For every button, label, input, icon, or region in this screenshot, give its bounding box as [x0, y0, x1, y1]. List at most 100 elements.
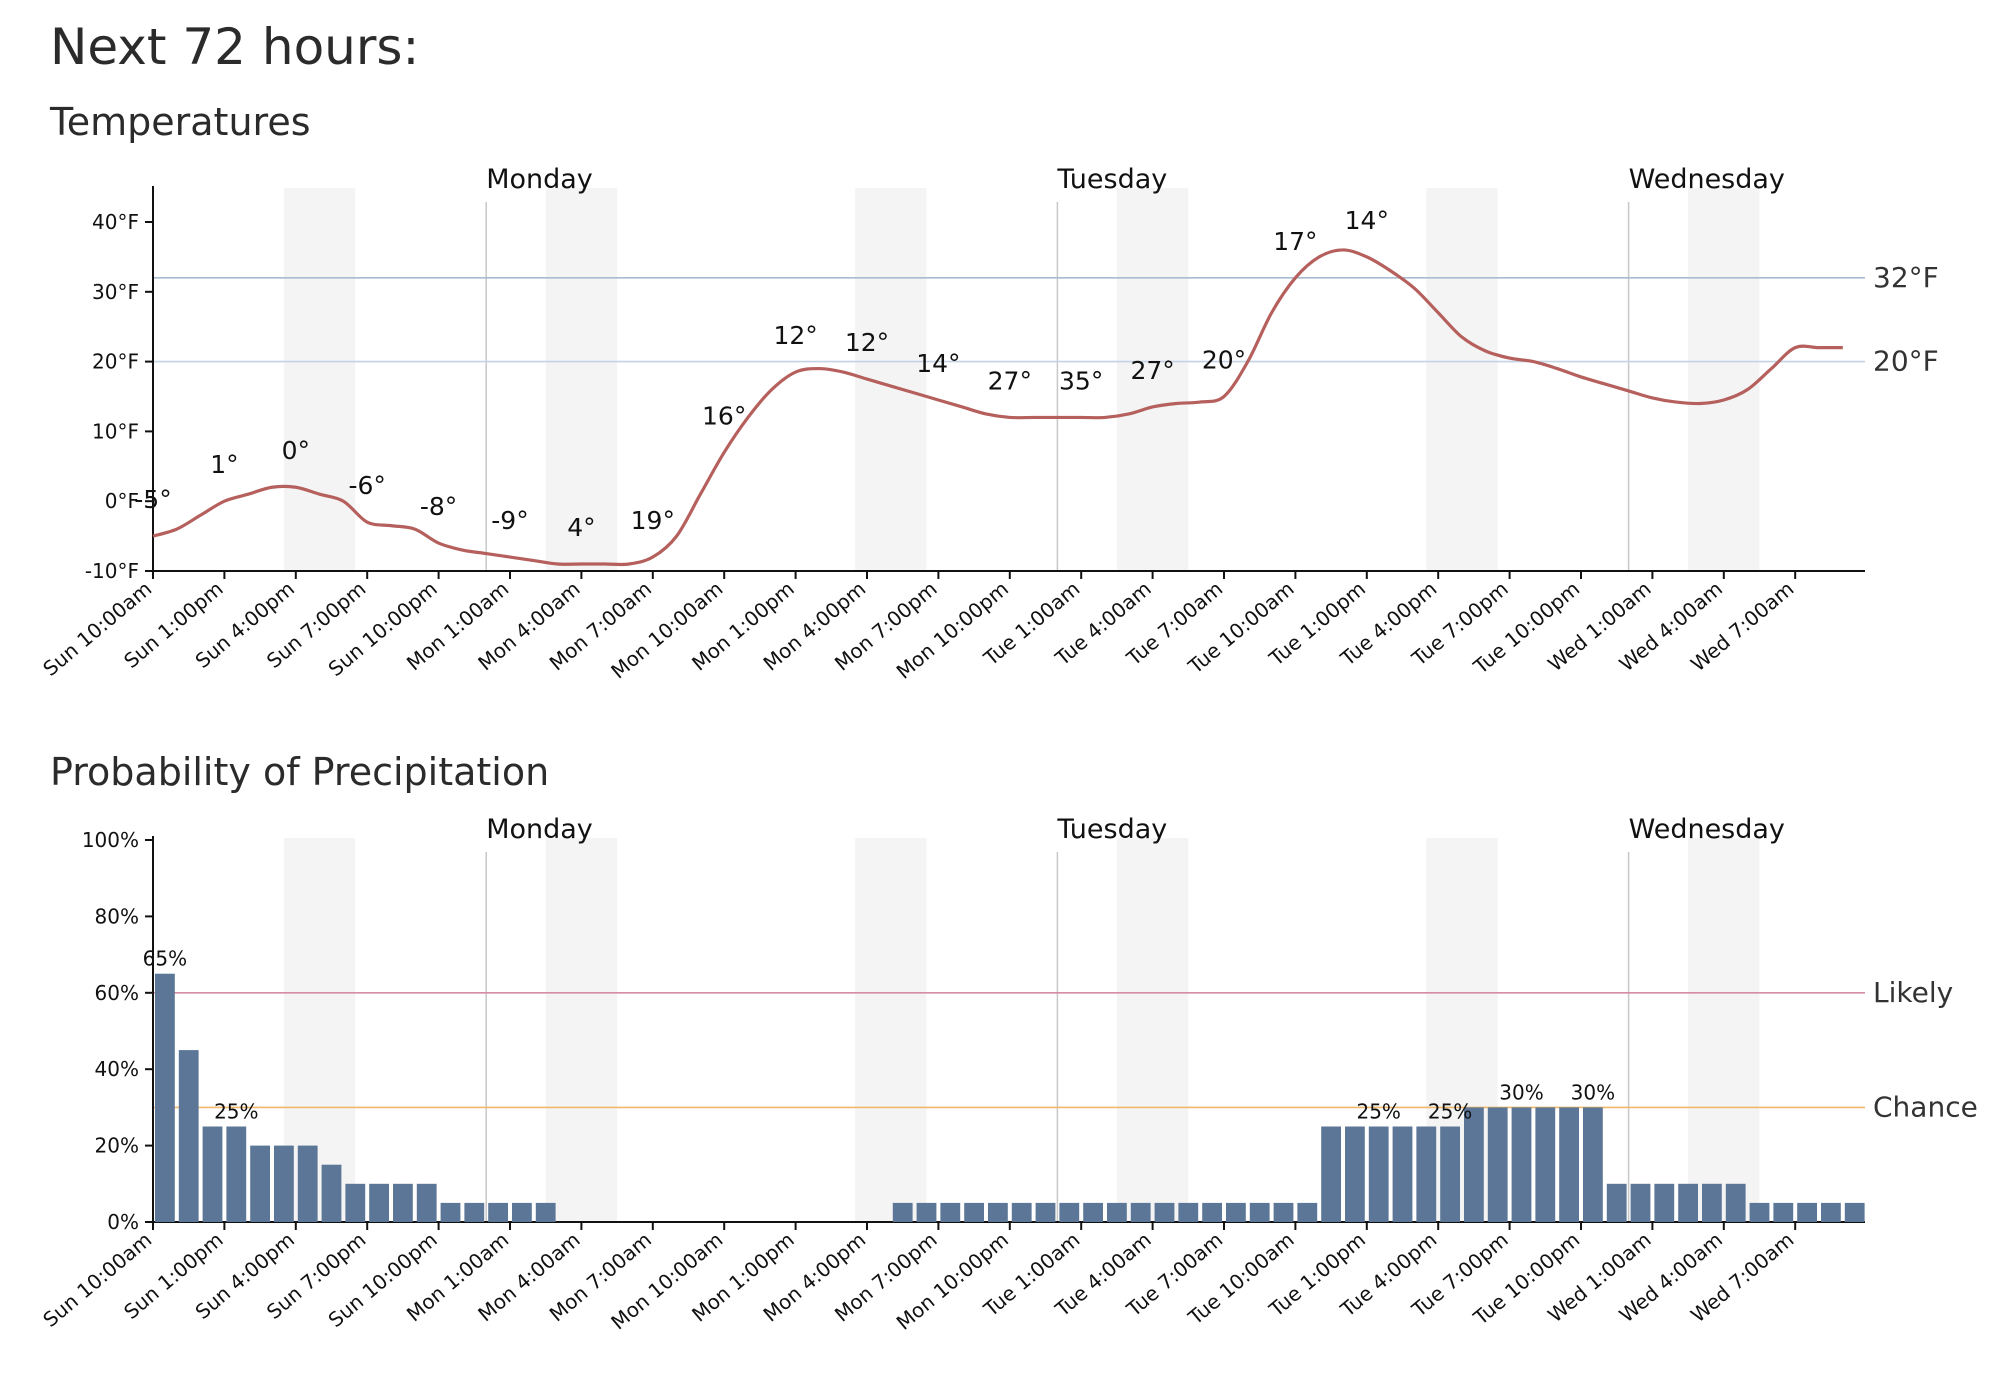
- night-shade: [1426, 188, 1498, 571]
- temperature-label: -9°: [491, 506, 528, 535]
- precip-bar: [488, 1202, 508, 1222]
- temperature-label: 14°: [1345, 206, 1389, 235]
- page-title: Next 72 hours:: [50, 18, 420, 76]
- precip-bar: [1345, 1126, 1365, 1222]
- day-label: Tuesday: [1056, 814, 1167, 845]
- y-tick-label: 20°F: [92, 350, 139, 374]
- y-tick-label: -10°F: [85, 559, 139, 583]
- temperature-label: 12°: [773, 321, 817, 350]
- reference-line-label: 32°F: [1873, 261, 1939, 294]
- temperature-label: 16°: [702, 401, 746, 430]
- precip-bar: [1464, 1107, 1484, 1222]
- day-label: Wednesday: [1629, 814, 1785, 845]
- night-shade: [1116, 188, 1189, 571]
- day-label: Monday: [486, 814, 593, 845]
- precip-bar: [178, 1050, 199, 1222]
- temperature-label: 14°: [916, 349, 960, 378]
- temperature-label: -6°: [348, 471, 385, 500]
- precip-bar: [464, 1202, 485, 1222]
- night-shade: [283, 838, 356, 1222]
- precip-bar: [1749, 1202, 1770, 1222]
- precip-bar: [1202, 1202, 1222, 1222]
- precip-bar: [512, 1202, 532, 1222]
- precip-bar: [1773, 1202, 1794, 1222]
- precip-bar: [1559, 1107, 1579, 1222]
- y-tick-label: 40%: [95, 1057, 139, 1081]
- precip-bar: [1249, 1202, 1270, 1222]
- precip-bar: [1725, 1183, 1746, 1222]
- precip-bar: [1654, 1183, 1675, 1222]
- precip-bar: [1583, 1107, 1603, 1222]
- precip-bar: [1606, 1183, 1627, 1222]
- precip-bar: [1107, 1202, 1127, 1222]
- temperature-label: -5°: [134, 485, 171, 514]
- night-shade: [1116, 838, 1189, 1222]
- temperature-label: 1°: [210, 450, 238, 479]
- precip-bar: [1678, 1183, 1698, 1222]
- temperature-label: 0°: [282, 436, 310, 465]
- reference-line-label: Likely: [1873, 976, 1953, 1009]
- precip-bar-label: 25%: [1428, 1100, 1472, 1124]
- precip-bar: [393, 1183, 413, 1222]
- precip-bar: [892, 1202, 913, 1222]
- precip-bar: [1844, 1202, 1865, 1222]
- precip-bar: [1511, 1107, 1532, 1222]
- y-tick-label: 40°F: [92, 210, 139, 234]
- day-label: Monday: [486, 164, 593, 195]
- precip-bar: [1059, 1202, 1080, 1222]
- precip-bar: [345, 1183, 366, 1222]
- temperature-label: 20°: [1202, 346, 1246, 375]
- precip-bar: [1297, 1202, 1318, 1222]
- y-tick-label: 20%: [95, 1134, 139, 1158]
- y-tick-label: 80%: [95, 904, 139, 928]
- temperatures-title: Temperatures: [50, 100, 311, 144]
- precip-bar: [916, 1202, 937, 1222]
- temperature-label: 17°: [1273, 227, 1317, 256]
- day-label: Tuesday: [1056, 164, 1167, 195]
- reference-line-label: 20°F: [1873, 345, 1939, 378]
- precip-bar: [1154, 1202, 1175, 1222]
- precip-bar: [369, 1183, 389, 1222]
- night-shade: [855, 838, 927, 1222]
- precip-bar: [416, 1183, 437, 1222]
- y-tick-label: 60%: [95, 981, 139, 1005]
- temperature-label: -8°: [420, 492, 457, 521]
- night-shade: [545, 838, 618, 1222]
- precip-bar: [1035, 1202, 1056, 1222]
- precip-bar: [1535, 1107, 1556, 1222]
- night-shade: [1688, 838, 1760, 1222]
- precip-bar-label: 30%: [1499, 1080, 1543, 1104]
- reference-line-label: Chance: [1873, 1090, 1978, 1123]
- precip-bar: [250, 1145, 270, 1222]
- precip-bar-label: 30%: [1571, 1080, 1615, 1104]
- precip-bar: [1630, 1183, 1651, 1222]
- precip-bar: [940, 1202, 961, 1222]
- precip-bar: [1368, 1126, 1389, 1222]
- precip-bar: [1416, 1126, 1437, 1222]
- precip-bar: [964, 1202, 984, 1222]
- precip-bar: [535, 1202, 556, 1222]
- night-shade: [545, 188, 618, 571]
- precip-bar-label: 25%: [1356, 1100, 1400, 1124]
- precip-bar: [1321, 1126, 1341, 1222]
- precip-bar: [155, 973, 175, 1222]
- y-tick-label: 0°F: [105, 489, 139, 513]
- temperature-chart: Monday Tuesday Wednesday 32°F 20°F 40°F 30°F 20…: [38, 164, 1939, 684]
- precip-bar-label: 25%: [214, 1100, 258, 1124]
- precip-bar-label: 65%: [143, 947, 187, 971]
- night-shade: [283, 188, 356, 571]
- precip-bar: [1702, 1183, 1722, 1222]
- precip-bar: [1392, 1126, 1413, 1222]
- precip-bar: [202, 1126, 223, 1222]
- y-tick-label: 0%: [107, 1210, 139, 1234]
- precip-bar: [1178, 1202, 1199, 1222]
- precip-bar: [1797, 1202, 1817, 1222]
- precip-bar: [1273, 1202, 1294, 1222]
- precip-bar: [1487, 1107, 1508, 1222]
- y-tick-label: 10°F: [92, 419, 139, 443]
- night-shade: [1688, 188, 1760, 571]
- day-label: Wednesday: [1629, 164, 1785, 195]
- night-shade: [1426, 838, 1498, 1222]
- precip-bar: [1130, 1202, 1151, 1222]
- precip-bar: [321, 1164, 342, 1222]
